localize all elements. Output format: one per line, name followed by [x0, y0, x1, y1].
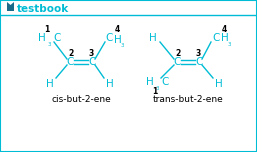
- Text: H: H: [221, 33, 229, 43]
- Text: 2: 2: [175, 50, 181, 59]
- Text: 1: 1: [44, 24, 50, 33]
- Text: C: C: [88, 57, 96, 67]
- Text: cis-but-2-ene: cis-but-2-ene: [51, 95, 111, 105]
- Text: 2: 2: [68, 50, 74, 59]
- Text: 1: 1: [152, 88, 158, 97]
- Text: $_3$: $_3$: [120, 41, 125, 50]
- Text: trans-but-2-ene: trans-but-2-ene: [153, 95, 223, 105]
- Text: H: H: [114, 35, 122, 45]
- Text: C: C: [195, 57, 203, 67]
- Text: H: H: [38, 33, 46, 43]
- Text: H: H: [146, 77, 154, 87]
- Text: 4: 4: [114, 24, 120, 33]
- Text: $_3$: $_3$: [155, 84, 160, 93]
- Text: H: H: [106, 79, 114, 89]
- Text: C: C: [106, 33, 113, 43]
- Polygon shape: [7, 2, 14, 11]
- Text: C: C: [53, 33, 60, 43]
- Text: H: H: [46, 79, 54, 89]
- Text: C: C: [173, 57, 181, 67]
- Text: testbook: testbook: [17, 4, 69, 14]
- Text: C: C: [161, 77, 168, 87]
- Text: $_3$: $_3$: [227, 40, 232, 49]
- Text: 4: 4: [221, 24, 227, 33]
- Text: 3: 3: [195, 50, 201, 59]
- Text: C: C: [66, 57, 74, 67]
- Text: H: H: [215, 79, 223, 89]
- Text: H: H: [149, 33, 157, 43]
- Text: $_3$: $_3$: [47, 40, 52, 49]
- Text: 3: 3: [88, 50, 94, 59]
- Text: C: C: [213, 33, 220, 43]
